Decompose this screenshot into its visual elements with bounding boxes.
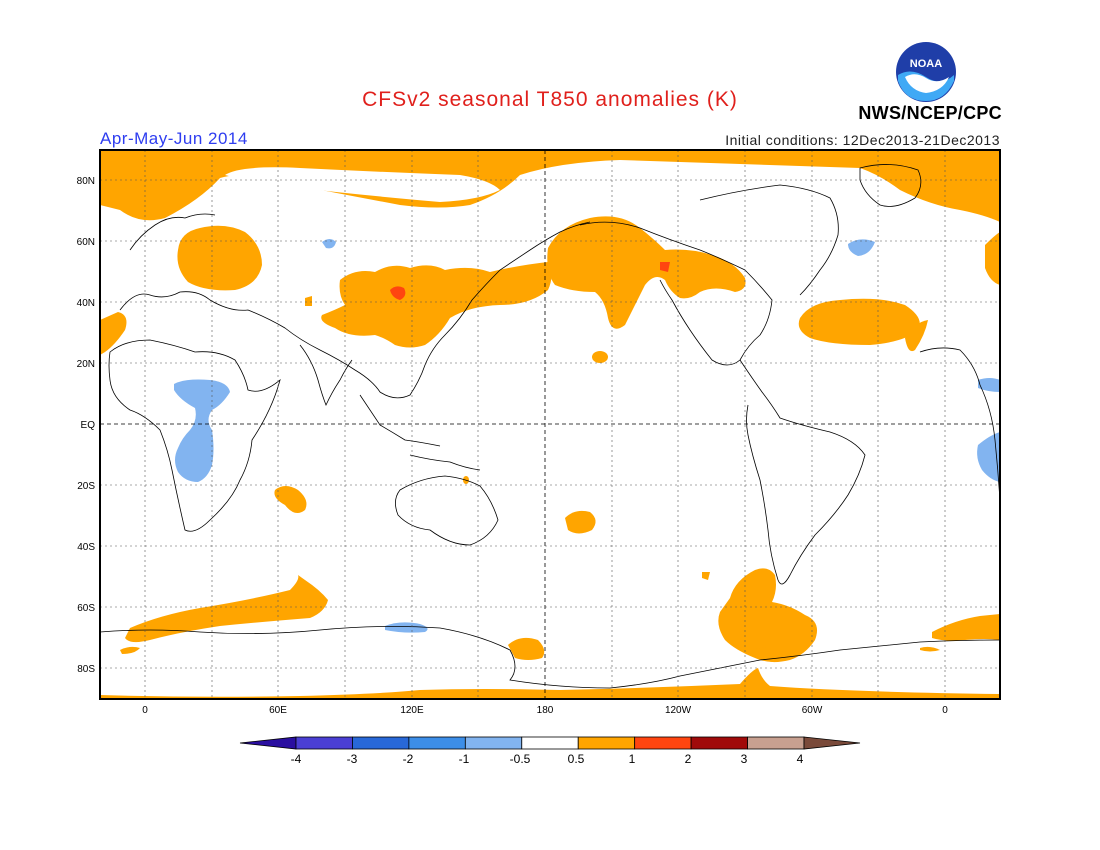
colorbar-segment [521,736,579,750]
noaa-logo-icon: NOAA [896,42,956,102]
initial-conditions-label: Initial conditions: 12Dec2013-21Dec2013 [725,132,1000,148]
colorbar-label: -4 [291,752,302,766]
colorbar-label: 4 [797,752,804,766]
colorbar-arrow-high [803,736,861,750]
lon-label: 0 [942,705,948,716]
lon-label: 60W [802,705,823,716]
colorbar-segment [352,736,410,750]
svg-text:NOAA: NOAA [910,58,942,70]
lat-label: 80N [77,176,95,187]
colorbar-label: -3 [347,752,358,766]
lon-label: 180 [537,705,554,716]
colorbar-segment [747,736,805,750]
cool-anomaly-regions [174,239,1000,633]
colorbar-label: 0.5 [568,752,585,766]
colorbar-segment [690,736,748,750]
strong-warm-anomaly [390,286,406,300]
lon-label: 60E [269,705,287,716]
colorbar-label: -2 [403,752,414,766]
lat-label: 20S [77,481,95,492]
lat-label: 40N [77,298,95,309]
lat-label: 40S [77,542,95,553]
colorbar-segment [408,736,466,750]
colorbar-label: -0.5 [510,752,531,766]
agency-label: NWS/NCEP/CPC [858,103,1002,123]
colorbar-label: 1 [629,752,636,766]
lat-label: 60S [77,603,95,614]
colorbar-segment [464,736,523,750]
lat-label: 80S [77,664,95,675]
lon-label: 120W [665,705,692,716]
lat-label: 60N [77,237,95,248]
colorbar [239,736,861,750]
colorbar-arrow-low [239,736,297,750]
grid-lines [100,150,1000,699]
map-panel [100,150,1000,699]
lon-label: 120E [400,705,424,716]
lat-label: EQ [81,420,96,431]
colorbar-label: 3 [741,752,748,766]
latitude-labels: 80N 60N 40N 20N EQ 20S 40S 60S 80S [77,176,96,675]
colorbar-segment [634,736,692,750]
longitude-labels: 0 60E 120E 180 120W 60W 0 [142,705,948,716]
colorbar-segment [577,736,636,750]
season-label: Apr-May-Jun 2014 [100,129,248,148]
lat-label: 20N [77,359,95,370]
colorbar-label: -1 [459,752,470,766]
colorbar-labels: -4 -3 -2 -1 -0.5 0.5 1 2 3 4 [291,752,804,766]
colorbar-segment [295,736,353,750]
coastlines [100,164,1000,689]
map-title: CFSv2 seasonal T850 anomalies (K) [362,88,738,111]
map-frame [99,149,1001,700]
colorbar-label: 2 [685,752,692,766]
lon-label: 0 [142,705,148,716]
